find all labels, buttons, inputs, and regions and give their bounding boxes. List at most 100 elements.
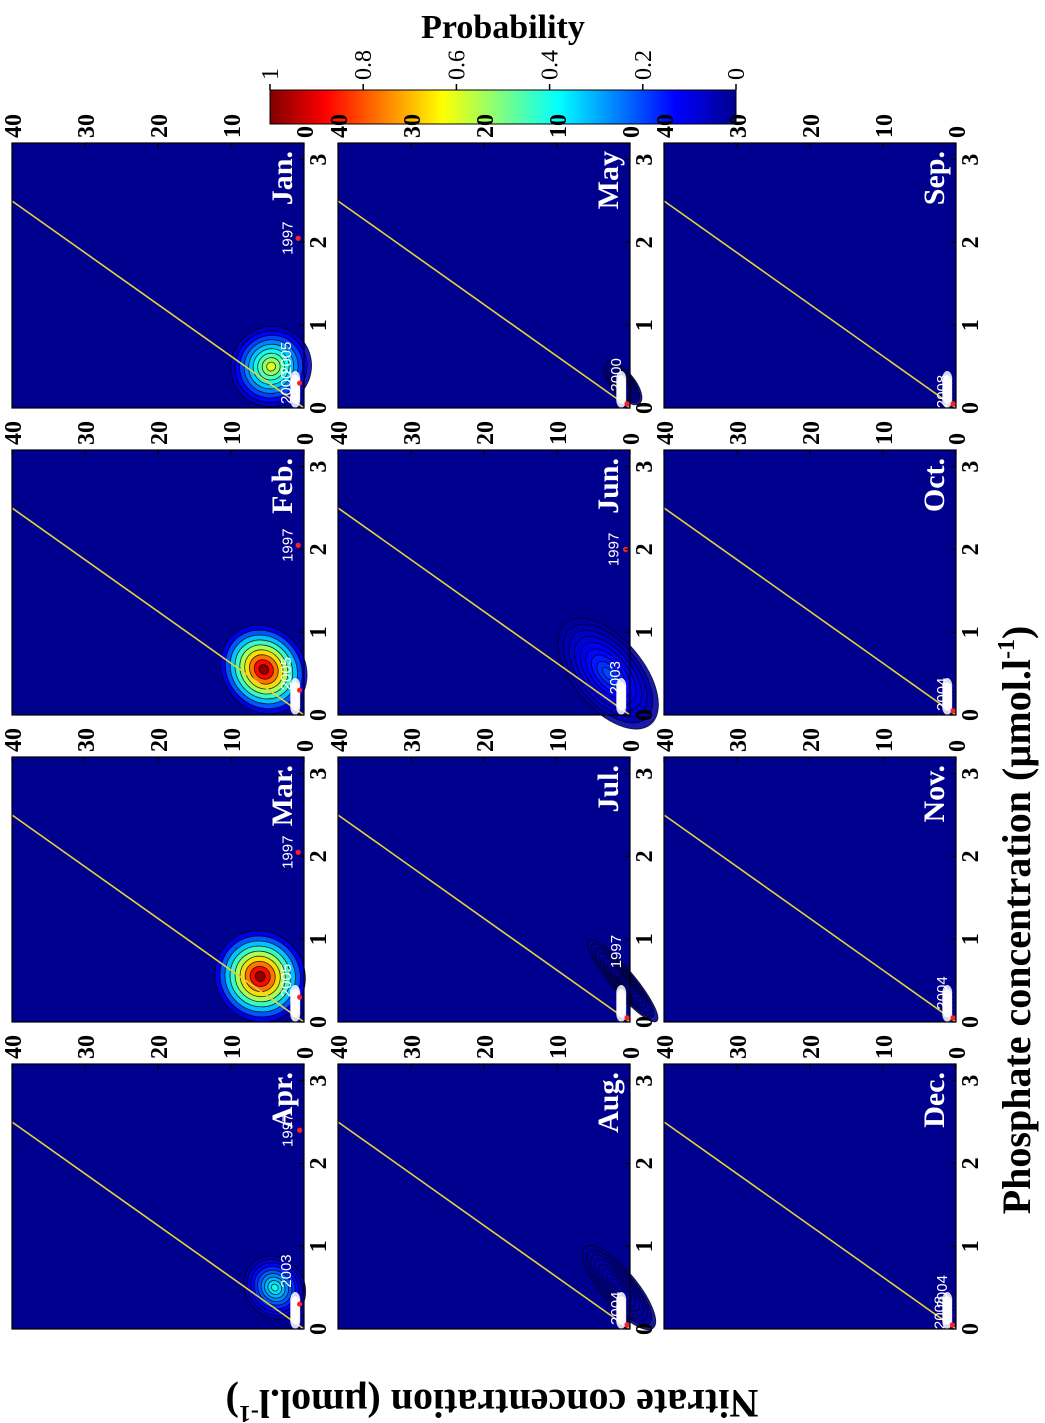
x-tick-label: 0 <box>306 709 332 721</box>
year-label: 1997 <box>279 836 296 869</box>
y-tick-label: 40 <box>1 421 27 445</box>
x-tick-label: 0 <box>632 1323 658 1335</box>
y-tick-label: 20 <box>147 114 173 138</box>
colorbar <box>269 89 737 125</box>
y-tick-label: 40 <box>1 114 27 138</box>
y-tick-label: 30 <box>74 421 100 445</box>
year-label: 1997 <box>279 529 296 562</box>
y-tick-label: 30 <box>74 1035 100 1059</box>
panel-title: May <box>592 151 625 209</box>
y-tick-label: 10 <box>872 421 898 445</box>
x-tick-label: 2 <box>958 543 984 555</box>
y-tick-label: 30 <box>726 1035 752 1059</box>
y-tick-label: 20 <box>473 421 499 445</box>
panel-title: Jul. <box>592 765 625 813</box>
x-tick-label: 3 <box>632 768 658 780</box>
redfield-line <box>663 814 957 1023</box>
x-tick-label: 3 <box>958 768 984 780</box>
data-point <box>950 708 956 714</box>
y-tick-label: 10 <box>220 728 246 752</box>
y-tick-label: 20 <box>473 728 499 752</box>
year-label: 2008 <box>931 1296 948 1329</box>
redfield-line <box>11 507 305 716</box>
x-tick-label: 3 <box>632 461 658 473</box>
panel-may: 2000 May 0 10 20 30 40 0 1 2 3 <box>327 114 658 414</box>
x-tick-label: 1 <box>632 933 658 945</box>
y-tick-label: 10 <box>220 1035 246 1059</box>
density-contour <box>614 1282 624 1293</box>
colorbar-tick-label: 0.6 <box>444 50 470 80</box>
panel-title: Feb. <box>266 458 299 514</box>
year-label: 2005 <box>278 342 295 375</box>
x-tick-label: 3 <box>958 154 984 166</box>
x-tick-label: 2 <box>632 850 658 862</box>
y-axis-label-text: Nitrate concentration (µmol.l <box>259 1381 759 1423</box>
x-tick-label: 1 <box>306 319 332 331</box>
year-label: 2004 <box>934 976 951 1009</box>
redfield-line <box>11 1121 305 1330</box>
panel-frame <box>337 756 631 1023</box>
y-tick-label: 20 <box>799 728 825 752</box>
year-label: 1997 <box>608 935 625 968</box>
data-point <box>950 1015 956 1021</box>
y-tick-label: 20 <box>473 1035 499 1059</box>
y-tick-label: 10 <box>546 1035 572 1059</box>
y-tick-label: 30 <box>400 1035 426 1059</box>
y-tick-label: 20 <box>147 421 173 445</box>
x-tick-label: 2 <box>958 850 984 862</box>
y-tick-label: 10 <box>546 114 572 138</box>
redfield-line <box>337 814 631 1023</box>
panel-title: Sep. <box>918 151 951 205</box>
panel-background <box>664 1064 956 1329</box>
x-tick-label: 1 <box>632 626 658 638</box>
panel-frame <box>11 449 305 716</box>
y-tick-label: 30 <box>726 114 752 138</box>
x-tick-label: 1 <box>958 319 984 331</box>
x-tick-label: 2 <box>632 543 658 555</box>
y-tick-label: 40 <box>1 728 27 752</box>
colorbar-tick-label: 0.4 <box>538 50 564 80</box>
year-label: 2003 <box>278 1254 295 1287</box>
label-cluster <box>942 678 953 695</box>
y-tick-label: 30 <box>400 728 426 752</box>
data-point <box>297 687 303 693</box>
x-tick-label: 3 <box>958 1075 984 1087</box>
x-tick-label: 2 <box>306 1157 332 1169</box>
panel-frame <box>11 1063 305 1330</box>
x-tick-label: 2 <box>958 236 984 248</box>
data-point <box>297 994 303 1000</box>
x-tick-label: 2 <box>306 236 332 248</box>
data-point <box>949 1322 955 1328</box>
panel-background <box>664 450 956 715</box>
y-tick-label: 40 <box>653 114 679 138</box>
year-label: 2004 <box>608 1292 625 1325</box>
y-tick-label: 40 <box>327 114 353 138</box>
data-point <box>624 401 630 407</box>
x-tick-label: 0 <box>958 402 984 414</box>
redfield-line <box>11 200 305 409</box>
year-label: 2004 <box>934 1275 951 1308</box>
year-label: 1997 <box>605 533 622 566</box>
density-contour <box>266 361 277 372</box>
y-tick-label: 0 <box>945 740 971 752</box>
y-tick-label: 30 <box>726 728 752 752</box>
panel-background <box>338 757 630 1022</box>
panel-sep: 2008 Sep. 0 10 20 30 40 0 1 2 3 <box>653 114 984 414</box>
x-tick-label: 1 <box>958 626 984 638</box>
x-tick-label: 2 <box>306 850 332 862</box>
y-tick-label: 30 <box>400 114 426 138</box>
x-tick-label: 2 <box>632 1157 658 1169</box>
data-point <box>295 542 301 548</box>
y-tick-label: 0 <box>293 1047 319 1059</box>
density-contour <box>602 667 615 681</box>
y-tick-label: 10 <box>220 114 246 138</box>
panel-title: Nov. <box>918 765 951 823</box>
label-cluster <box>616 371 627 388</box>
y-tick-label: 20 <box>147 1035 173 1059</box>
y-tick-label: 40 <box>653 421 679 445</box>
colorbar-title: Probability <box>421 9 585 46</box>
x-tick-label: 1 <box>306 1240 332 1252</box>
label-cluster <box>616 985 627 1002</box>
